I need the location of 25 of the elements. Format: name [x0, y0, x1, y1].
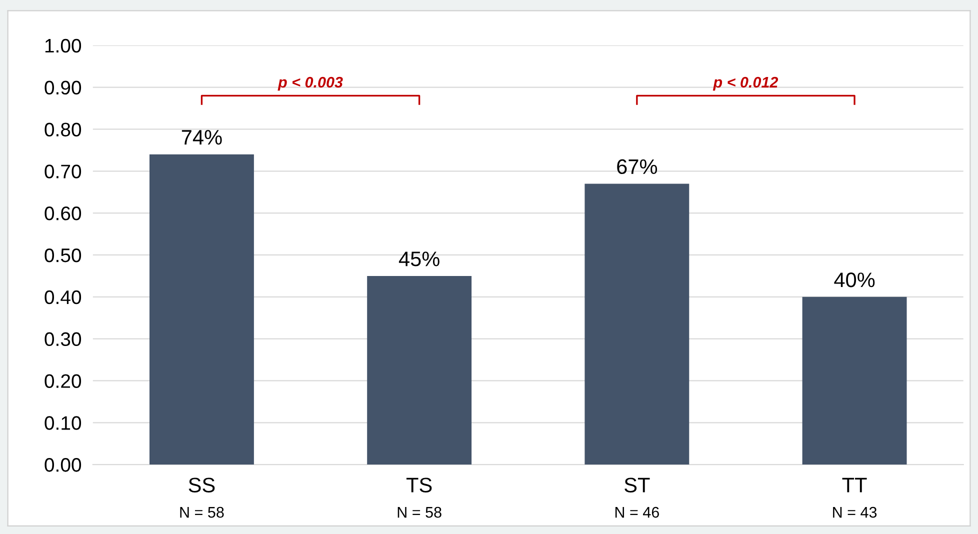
bar [802, 296, 907, 465]
y-tick-label: 0.20 [44, 374, 82, 388]
y-tick-label: 0.60 [44, 206, 82, 220]
x-tick-label: TS N = 58 [398, 478, 442, 518]
bar [149, 154, 254, 465]
y-tick-label: 0.90 [44, 80, 82, 95]
y-tick-label: 0.30 [44, 332, 82, 346]
y-tick-label: 1.00 [45, 38, 82, 53]
y-tick-label: 0.80 [44, 122, 82, 136]
y-tick-label: 0.00 [44, 458, 82, 472]
data-label: 67% [617, 159, 658, 174]
x-tick-label: TT N = 43 [833, 478, 877, 518]
x-tick-label: SS N = 58 [180, 478, 224, 518]
x-tick-label: ST N = 46 [615, 478, 659, 518]
annotation: p < 0.012 [712, 76, 778, 91]
y-tick-label: 0.40 [44, 290, 82, 304]
y-tick-label: 0.50 [44, 248, 82, 262]
bar [584, 184, 690, 465]
y-tick-label: 0.10 [44, 416, 82, 430]
annotation: p < 0.003 [278, 76, 343, 91]
data-label: 45% [398, 252, 440, 266]
data-label: 74% [182, 130, 222, 145]
y-tick-label: 0.70 [44, 164, 82, 178]
bar [367, 276, 472, 465]
data-label: 40% [834, 272, 875, 288]
